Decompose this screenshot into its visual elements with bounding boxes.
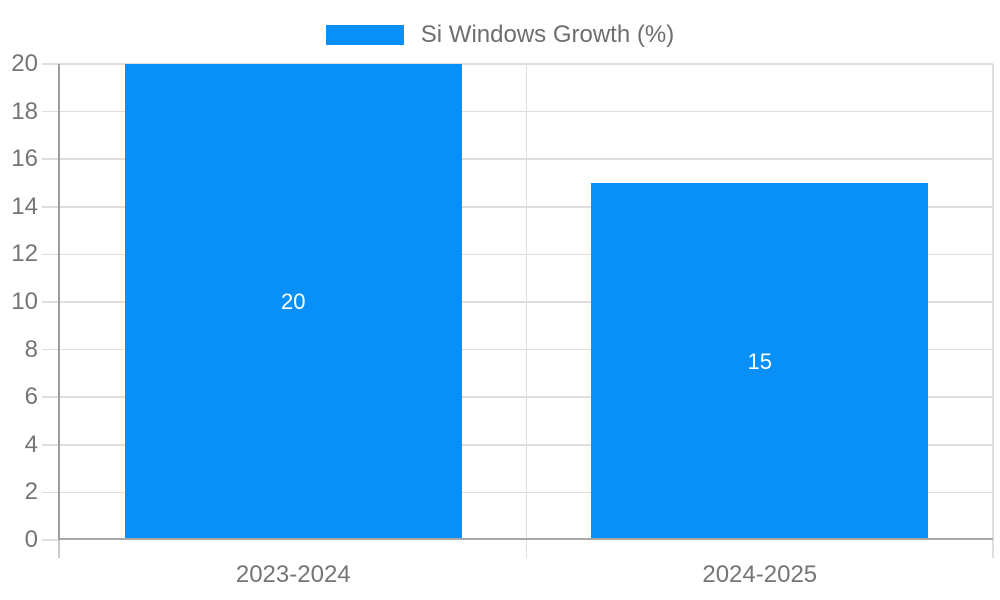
y-tick-label: 2 [24,478,38,506]
y-tick-label: 4 [24,430,38,458]
x-category-label: 2023-2024 [235,561,351,588]
y-axis-tick [42,301,60,303]
y-tick-label: 20 [11,50,38,77]
y-axis-tick [42,444,60,446]
y-axis-tick [42,348,60,351]
y-tick-label: 18 [11,97,38,125]
y-tick-label: 6 [24,383,38,411]
x-axis-baseline [60,538,993,540]
y-axis-tick [42,63,60,65]
plot-right-border [992,64,994,558]
y-tick-label: 12 [11,240,38,268]
y-axis-tick [42,206,60,208]
bar-value-label: 15 [747,348,772,374]
y-tick-label: 0 [24,526,38,553]
y-axis-line [58,64,60,540]
y-axis-tick [42,539,60,541]
y-tick-label: 10 [11,288,38,315]
legend-label: Si Windows Growth (%) [420,21,675,48]
bar[interactable] [591,183,929,540]
category-divider [525,64,528,558]
y-tick-label: 14 [11,192,38,220]
y-axis-tick [42,396,60,398]
y-axis-tick [42,158,60,160]
y-axis-tick [42,253,60,256]
x-category-label: 2024-2025 [702,561,818,588]
y-axis-tick-extension [58,540,60,558]
bar-value-label: 20 [281,289,306,314]
legend[interactable]: Si Windows Growth (%) [0,21,1000,49]
bar[interactable] [124,64,462,540]
y-axis-tick [42,491,60,494]
y-tick-label: 8 [24,335,38,363]
y-tick-label: 16 [11,145,38,173]
y-axis-tick [42,110,60,113]
legend-swatch [325,25,404,45]
